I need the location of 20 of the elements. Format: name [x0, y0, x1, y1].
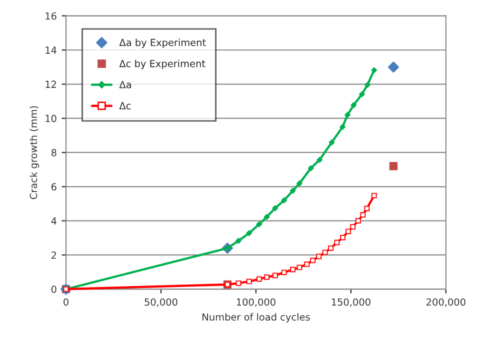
x-tick-label: 100,000 — [236, 298, 276, 307]
y-tick-label: 12 — [46, 80, 56, 88]
x-tick-label: 150,000 — [332, 298, 370, 307]
y-tick-label: 8 — [51, 148, 56, 156]
legend-label: Δc by Experiment — [119, 60, 206, 70]
y-tick-label: 10 — [46, 114, 56, 122]
y-tick-label: 4 — [51, 217, 56, 225]
legend-label: Δa by Experiment — [119, 38, 206, 48]
x-tick-label: 50,000 — [144, 298, 178, 307]
legend-label: Δa — [119, 81, 131, 88]
x-tick-label: 200,000 — [426, 298, 466, 307]
y-tick-label: 2 — [52, 251, 56, 259]
x-axis-title: Number of load cycles — [202, 313, 310, 323]
y-tick-label: 0 — [51, 286, 56, 293]
y-tick-label: 6 — [51, 183, 56, 190]
y-axis-title: Crack growth (mm) — [30, 106, 40, 200]
y-tick-label: 14 — [46, 46, 56, 54]
y-tick-label: 16 — [46, 12, 56, 20]
legend-label: Δc — [119, 102, 131, 110]
x-tick-label: 0 — [64, 298, 68, 306]
